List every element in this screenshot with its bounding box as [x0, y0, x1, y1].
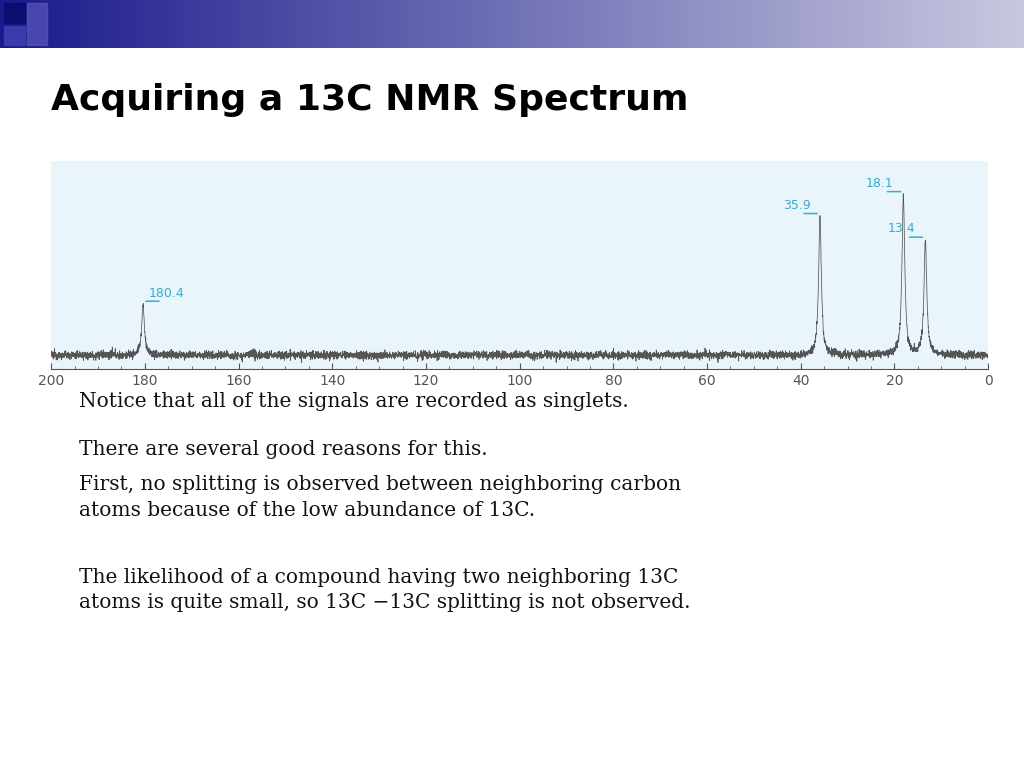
Text: Notice that all of the signals are recorded as singlets.: Notice that all of the signals are recor…: [79, 392, 629, 411]
Text: 180.4: 180.4: [148, 286, 184, 300]
Bar: [27, 3, 47, 45]
Text: Carbon NMR: Carbon NMR: [50, 163, 137, 177]
Text: 13.4: 13.4: [888, 223, 915, 236]
Bar: [4, 25, 25, 45]
Bar: [4, 3, 25, 23]
Text: Acquiring a 13C NMR Spectrum: Acquiring a 13C NMR Spectrum: [51, 83, 689, 117]
Text: 35.9: 35.9: [782, 199, 810, 212]
Text: 18.1: 18.1: [866, 177, 894, 190]
Text: The likelihood of a compound having two neighboring 13C
atoms is quite small, so: The likelihood of a compound having two …: [79, 568, 690, 612]
Text: There are several good reasons for this.: There are several good reasons for this.: [79, 439, 487, 458]
Text: First, no splitting is observed between neighboring carbon
atoms because of the : First, no splitting is observed between …: [79, 475, 681, 520]
